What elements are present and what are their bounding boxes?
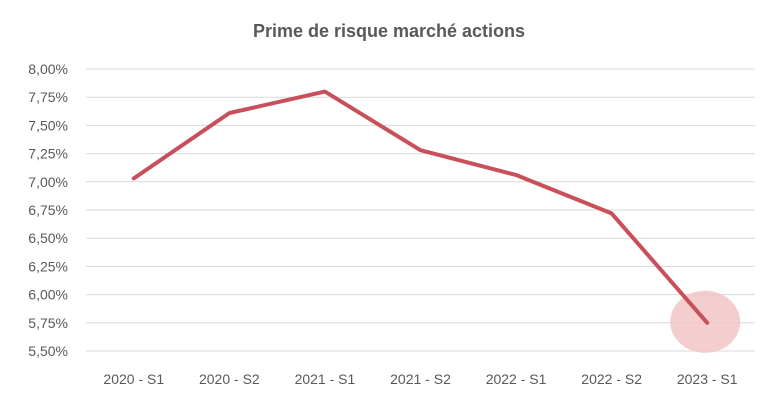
x-tick-label: 2023 - S1 <box>677 371 738 387</box>
grid-lines <box>86 68 755 352</box>
series-line <box>131 89 710 325</box>
series-layer <box>131 89 710 325</box>
x-axis-tick-labels: 2020 - S1 2020 - S2 2021 - S1 2021 - S2 2022… <box>103 371 737 387</box>
x-tick-label: 2020 - S1 <box>103 371 164 387</box>
y-axis-tick-labels: 5,50% 5,75% 6,00% 6,25% 6,50% 6,75% 7,00% 7,25%… <box>28 61 68 359</box>
y-tick-label: 7,25% <box>28 146 68 162</box>
x-tick-label: 2022 - S2 <box>581 371 642 387</box>
y-tick-label: 7,75% <box>28 89 68 105</box>
y-tick-label: 6,75% <box>28 202 68 218</box>
x-tick-label: 2022 - S1 <box>486 371 547 387</box>
y-tick-label: 6,50% <box>28 230 68 246</box>
y-tick-label: 8,00% <box>28 61 68 77</box>
x-tick-label: 2021 - S1 <box>295 371 356 387</box>
x-tick-label: 2021 - S2 <box>390 371 451 387</box>
y-tick-label: 5,75% <box>28 315 68 331</box>
chart-title: Prime de risque marché actions <box>253 21 525 41</box>
y-tick-label: 7,00% <box>28 174 68 190</box>
y-tick-label: 5,50% <box>28 343 68 359</box>
y-tick-label: 7,50% <box>28 117 68 133</box>
y-tick-label: 6,25% <box>28 258 68 274</box>
x-tick-label: 2020 - S2 <box>199 371 260 387</box>
y-tick-label: 6,00% <box>28 287 68 303</box>
